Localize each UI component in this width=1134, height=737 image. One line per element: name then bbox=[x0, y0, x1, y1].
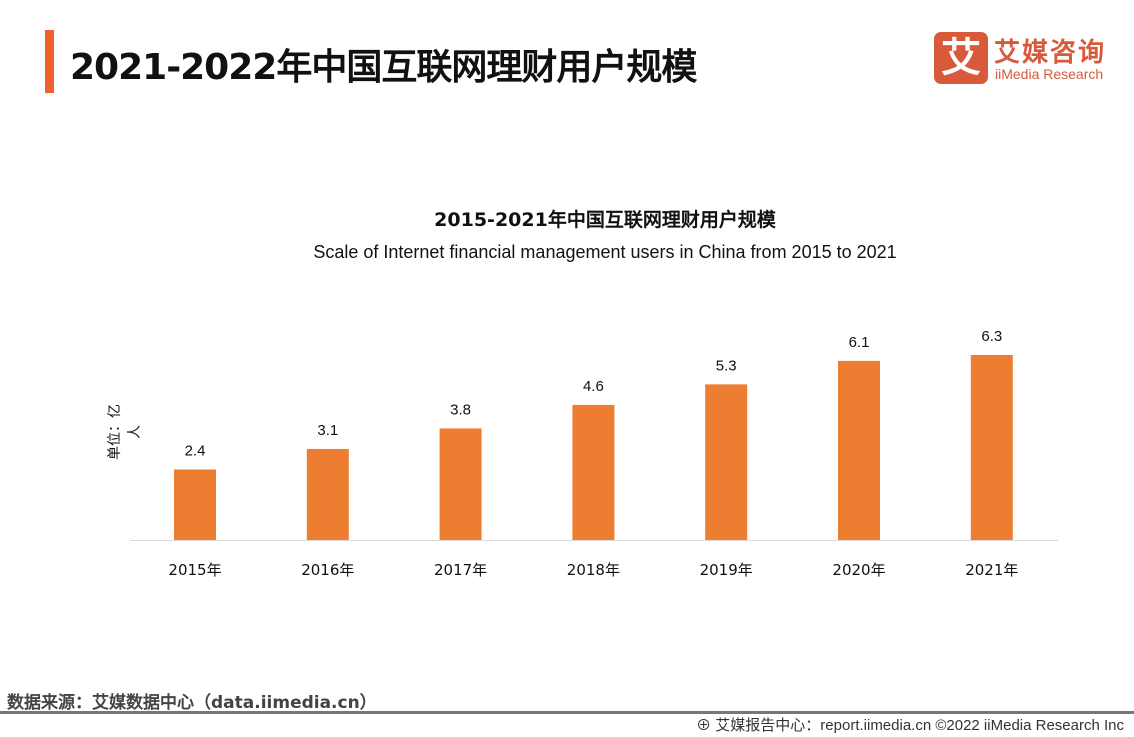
footer-divider bbox=[0, 711, 1134, 714]
data-label: 3.1 bbox=[317, 422, 338, 439]
page-title: 2021-2022年中国互联网理财用户规模 bbox=[70, 47, 697, 88]
data-label: 4.6 bbox=[583, 378, 604, 395]
data-source: 数据来源：艾媒数据中心（data.iimedia.cn） bbox=[7, 693, 377, 713]
chart-title: 2015-2021年中国互联网理财用户规模 bbox=[434, 209, 776, 231]
footer-credit: ⊕ 艾媒报告中心：report.iimedia.cn ©2022 iiMedia… bbox=[696, 714, 1124, 735]
footer-credit-text: 艾媒报告中心：report.iimedia.cn ©2022 iiMedia R… bbox=[715, 717, 1124, 734]
bar bbox=[306, 448, 349, 540]
data-label: 6.1 bbox=[849, 334, 870, 351]
bar bbox=[970, 355, 1013, 540]
bar bbox=[705, 384, 748, 540]
bar bbox=[439, 428, 482, 540]
data-label: 3.8 bbox=[450, 401, 471, 418]
logo-text-en: iiMedia Research bbox=[995, 66, 1104, 82]
globe-icon: ⊕ bbox=[696, 717, 716, 734]
x-tick-label: 2019年 bbox=[700, 561, 753, 579]
bar bbox=[572, 404, 615, 540]
bar bbox=[174, 469, 216, 540]
chart-subtitle: Scale of Internet financial management u… bbox=[313, 242, 897, 262]
x-tick-label: 2018年 bbox=[567, 561, 620, 579]
x-tick-label: 2017年 bbox=[434, 561, 487, 579]
data-label: 6.3 bbox=[981, 328, 1002, 345]
title-accent-bar bbox=[45, 30, 54, 93]
logo-text-cn: 艾媒咨询 bbox=[994, 38, 1107, 68]
logo-mark: 艾 bbox=[934, 32, 988, 84]
x-tick-label: 2021年 bbox=[965, 561, 1018, 579]
bar bbox=[838, 360, 880, 540]
data-label: 2.4 bbox=[185, 443, 206, 460]
x-tick-label: 2016年 bbox=[301, 561, 354, 579]
x-tick-label: 2020年 bbox=[832, 561, 885, 579]
data-label: 5.3 bbox=[716, 357, 737, 374]
x-tick-label: 2015年 bbox=[168, 561, 221, 579]
